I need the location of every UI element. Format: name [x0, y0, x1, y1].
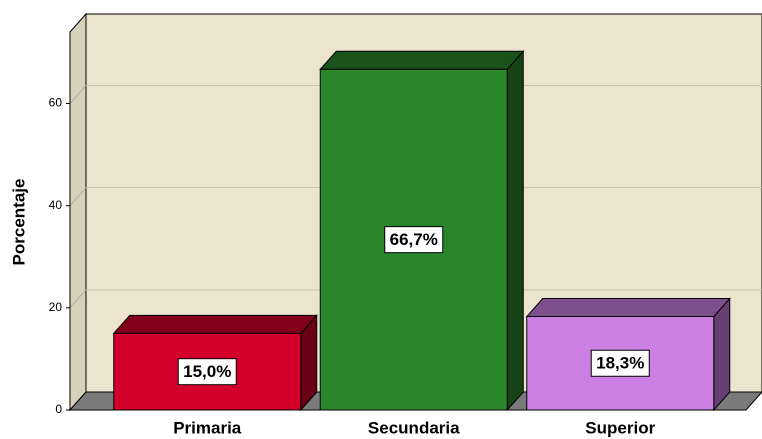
- value-label: 66,7%: [390, 230, 438, 249]
- grid-line: [69, 187, 87, 207]
- bar-top: [319, 50, 525, 70]
- bar-top: [525, 298, 731, 318]
- y-axis-label: Porcentaje: [9, 179, 28, 266]
- value-label-box: [590, 349, 650, 377]
- x-tick-label: Secundaria: [368, 418, 460, 437]
- x-tick-label: Primaria: [173, 418, 242, 437]
- bar-side: [713, 297, 731, 412]
- x-tick-label: Superior: [585, 418, 655, 437]
- y-tick-label: 40: [49, 198, 63, 212]
- value-label-box: [177, 358, 237, 386]
- grid-line: [69, 85, 87, 104]
- side-wall: [69, 12, 87, 412]
- y-tick-label: 60: [49, 96, 63, 110]
- bar-top: [112, 314, 318, 334]
- bar-side: [506, 49, 524, 412]
- value-label: 18,3%: [596, 354, 644, 373]
- value-label-box: [384, 226, 444, 254]
- y-tick-label: 0: [55, 402, 62, 416]
- value-label: 15,0%: [183, 362, 231, 381]
- y-tick-label: 20: [49, 300, 63, 314]
- grid-line: [69, 289, 87, 309]
